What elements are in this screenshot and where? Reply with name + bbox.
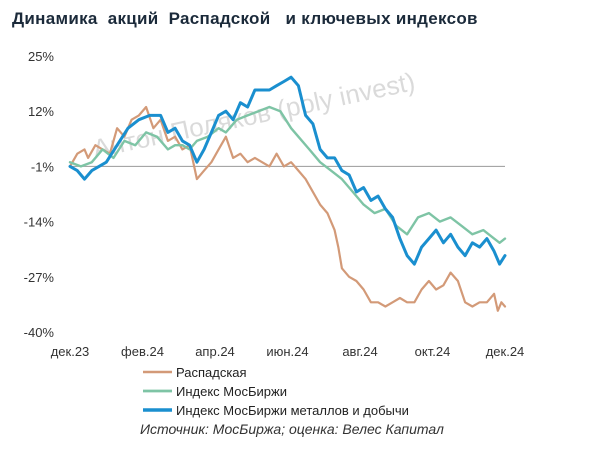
x-tick-label: апр.24 xyxy=(195,344,235,359)
x-tick-label: июн.24 xyxy=(266,344,308,359)
x-tick-label: авг.24 xyxy=(342,344,377,359)
x-axis: дек.23 фев.24 апр.24 июн.24 авг.24 окт.24 дек.… xyxy=(51,344,525,359)
source-note: Источник: МосБиржа; оценка: Велес Капита… xyxy=(140,421,444,437)
x-tick-label: дек.23 xyxy=(51,344,90,359)
y-tick-label: -1% xyxy=(31,159,55,174)
series-line-3 xyxy=(68,75,507,266)
legend-label: Индекс МосБиржи металлов и добычи xyxy=(176,403,409,418)
x-tick-label: дек.24 xyxy=(486,344,525,359)
chart-title: Динамика акций Распадской и ключевых инд… xyxy=(12,9,478,28)
x-tick-label: фев.24 xyxy=(121,344,164,359)
x-tick-label: окт.24 xyxy=(415,344,451,359)
y-tick-label: 12% xyxy=(28,104,54,119)
y-axis: 25% 12% -1% -14% -27% -40% xyxy=(24,49,55,340)
plot-area xyxy=(68,75,507,312)
y-tick-label: -27% xyxy=(24,270,55,285)
y-tick-label: 25% xyxy=(28,49,54,64)
series-line-2 xyxy=(68,105,507,244)
y-tick-label: -40% xyxy=(24,325,55,340)
legend-label: Индекс МосБиржи xyxy=(176,384,287,399)
series-line-1 xyxy=(68,105,507,312)
y-tick-label: -14% xyxy=(24,215,55,230)
legend-label: Распадская xyxy=(176,365,247,380)
legend: Распадская Индекс МосБиржи Индекс МосБиржи… xyxy=(143,365,409,418)
